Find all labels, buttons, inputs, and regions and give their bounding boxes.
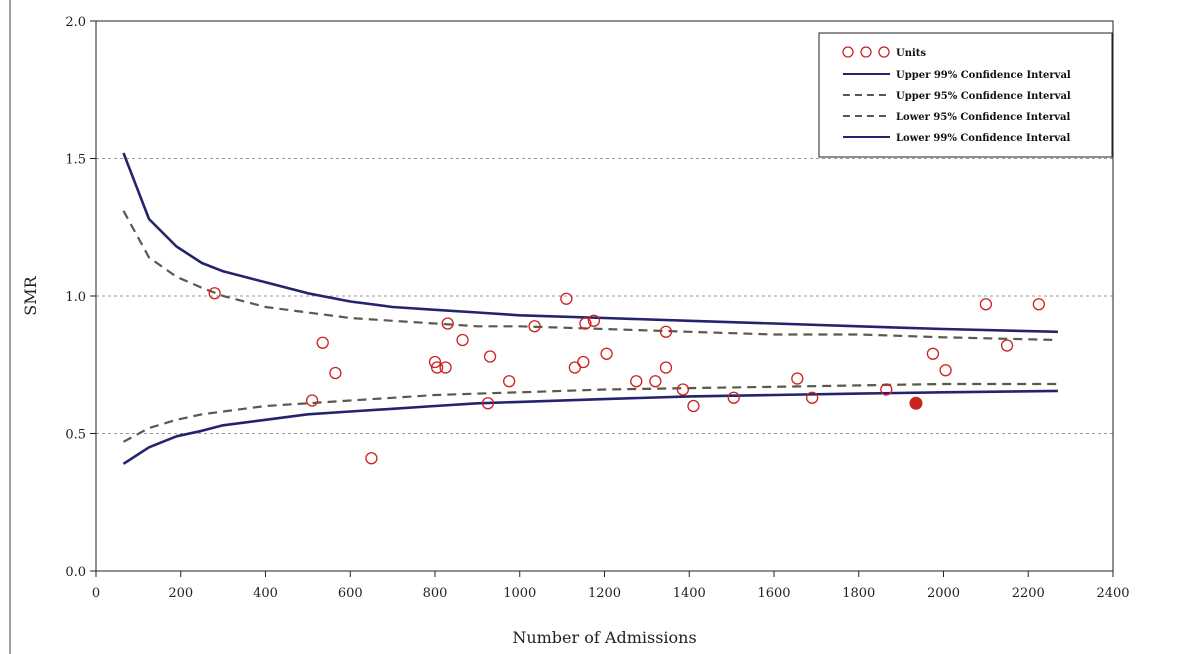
unit-point <box>659 325 673 338</box>
unit-point <box>208 287 221 300</box>
unit-point <box>649 375 662 388</box>
y-axis-title: SMR <box>21 275 40 315</box>
unit-point <box>481 397 495 410</box>
grid-layer <box>96 158 1113 434</box>
x-tick-label: 2400 <box>1096 586 1129 601</box>
lower-99-confidence-interval-line <box>122 389 1058 465</box>
unit-point <box>687 399 700 413</box>
unit-point <box>926 347 940 360</box>
unit-point <box>939 364 952 377</box>
x-tick-label: 1000 <box>503 586 536 601</box>
x-tick-label: 1800 <box>842 586 875 601</box>
x-tick-label: 600 <box>338 586 363 601</box>
x-tick-label: 800 <box>423 586 448 601</box>
points-layer <box>208 287 1045 465</box>
unit-point <box>791 372 804 385</box>
unit-point <box>630 375 643 388</box>
legend-label: Upper 95% Confidence Interval <box>896 91 1071 102</box>
unit-point <box>305 394 319 407</box>
unit-point <box>979 298 993 311</box>
unit-point <box>329 366 342 380</box>
unit-point <box>727 391 740 404</box>
unit-point <box>503 375 516 388</box>
unit-point <box>1000 339 1014 352</box>
x-tick-label: 2200 <box>1012 586 1045 601</box>
x-axis-title: Number of Admissions <box>512 628 696 647</box>
legend-label: Lower 99% Confidence Interval <box>896 133 1071 144</box>
axes-layer: 0 200 400 600 800 1000 1200 1400 1600 1800 2000 220… <box>65 15 1129 601</box>
unit-point <box>365 452 378 465</box>
lower-95-confidence-interval-line <box>122 382 1058 443</box>
y-tick-label: 1.0 <box>65 290 86 305</box>
unit-point <box>560 292 573 305</box>
x-tick-label: 200 <box>168 586 193 601</box>
legend-label: Units <box>896 48 926 59</box>
lines-layer <box>122 152 1058 465</box>
legend-label: Lower 95% Confidence Interval <box>896 112 1071 123</box>
x-tick-label: 400 <box>253 586 278 601</box>
unit-point <box>579 317 592 330</box>
unit-point <box>430 361 444 374</box>
upper-95-confidence-interval-line <box>122 210 1058 342</box>
legend: Units Upper 99% Confidence Interval Upper … <box>818 32 1113 158</box>
unit-point <box>316 336 329 349</box>
unit-point <box>587 314 601 327</box>
unit-point <box>805 391 819 404</box>
unit-point <box>600 347 613 360</box>
legend-symbol-units <box>860 46 872 58</box>
unit-point <box>528 320 541 333</box>
x-tick-label: 0 <box>92 586 100 601</box>
unit-point <box>439 361 452 374</box>
y-tick-label: 2.0 <box>65 15 86 30</box>
y-tick-label: 0.0 <box>65 565 86 580</box>
unit-point <box>568 361 581 374</box>
unit-point <box>659 361 673 374</box>
highlighted-unit-point <box>909 396 923 410</box>
legend-symbol-units <box>878 46 890 58</box>
unit-point <box>676 383 690 396</box>
unit-point <box>456 333 469 347</box>
unit-point <box>577 355 590 369</box>
x-tick-label: 1600 <box>757 586 790 601</box>
y-tick-label: 0.5 <box>65 428 86 443</box>
legend-symbol-units <box>842 46 854 58</box>
unit-point <box>483 350 497 363</box>
x-tick-label: 2000 <box>927 586 960 601</box>
x-tick-label: 1200 <box>588 586 621 601</box>
y-tick-label: 1.5 <box>65 153 86 168</box>
unit-point <box>1032 298 1045 311</box>
legend-label: Upper 99% Confidence Interval <box>896 70 1071 81</box>
unit-point <box>441 317 454 330</box>
unit-point <box>880 383 893 396</box>
unit-point <box>428 355 442 369</box>
x-tick-label: 1400 <box>673 586 706 601</box>
upper-99-confidence-interval-line <box>122 152 1058 334</box>
